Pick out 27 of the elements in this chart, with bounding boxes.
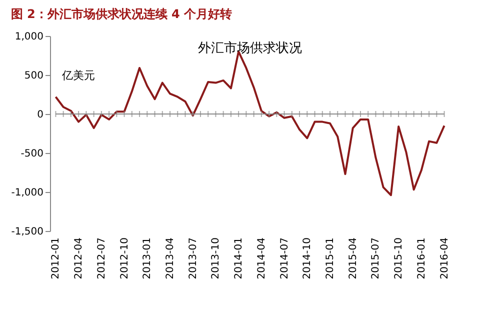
y-tick-label: -500: [20, 148, 44, 160]
x-tick-label: 2016-01: [416, 238, 428, 280]
x-tick-label: 2013-01: [142, 238, 154, 280]
x-tick-label: 2013-07: [188, 238, 199, 280]
x-tick-label: 2014-10: [302, 238, 314, 280]
x-tick-label: 2015-04: [348, 238, 359, 280]
x-tick-label: 2015-01: [325, 238, 336, 280]
y-tick-label: 1,000: [14, 32, 44, 42]
x-tick-label: 2013-10: [210, 238, 222, 280]
y-tick-label: -1,500: [11, 226, 44, 238]
chart-subtitle: 外汇市场供求状况: [198, 41, 302, 56]
x-tick-label: 2012-07: [96, 238, 108, 280]
y-tick-label: -1,000: [11, 188, 44, 198]
x-tick-label: 2014-07: [279, 238, 290, 280]
x-tick-label: 2014-04: [256, 238, 268, 280]
y-axis-title: 亿美元: [61, 69, 95, 82]
x-tick-label: 2015-10: [394, 238, 405, 280]
x-tick-label: 2013-04: [165, 238, 176, 280]
y-tick-label: 500: [24, 70, 44, 82]
x-tick-label: 2012-01: [50, 238, 62, 280]
chart-title: 图 2：外汇市场供求状况连续 4 个月好转: [10, 7, 232, 21]
x-tick-label: 2016-04: [439, 238, 450, 280]
y-tick-label: 0: [37, 110, 44, 120]
x-tick-label: 2012-04: [74, 238, 85, 280]
x-tick-label: 2014-01: [234, 238, 245, 280]
x-tick-label: 2012-10: [119, 238, 130, 280]
x-tick-label: 2015-07: [370, 238, 382, 280]
